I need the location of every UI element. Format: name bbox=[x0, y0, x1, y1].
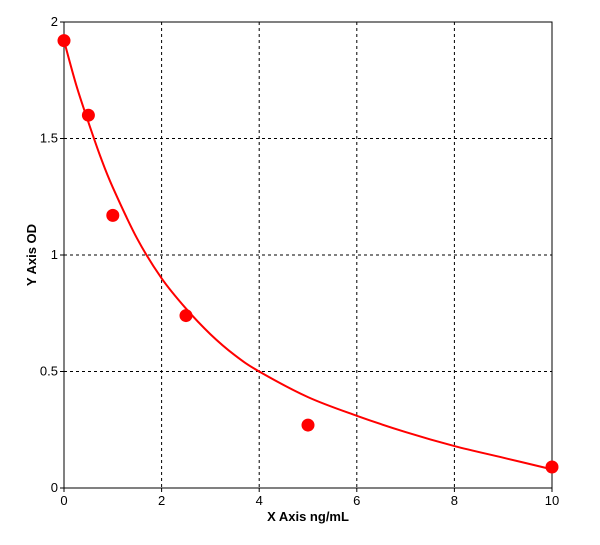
fit-curve bbox=[63, 40, 553, 471]
data-point bbox=[106, 208, 120, 222]
x-tick-label: 0 bbox=[60, 493, 67, 508]
x-axis-ticks: 0 2 4 6 8 10 bbox=[60, 488, 559, 508]
y-tick-label: 2 bbox=[51, 14, 58, 29]
data-point bbox=[57, 34, 71, 48]
y-axis-ticks: 0 0.5 1 1.5 2 bbox=[40, 14, 64, 495]
data-points bbox=[57, 34, 559, 474]
data-point bbox=[81, 108, 95, 122]
data-point bbox=[301, 418, 315, 432]
x-tick-label: 2 bbox=[158, 493, 165, 508]
y-tick-label: 0 bbox=[51, 480, 58, 495]
data-point bbox=[545, 460, 559, 474]
y-tick-label: 1 bbox=[51, 247, 58, 262]
x-tick-label: 6 bbox=[353, 493, 360, 508]
y-tick-label: 0.5 bbox=[40, 364, 58, 379]
y-axis-title: Y Axis OD bbox=[24, 224, 39, 286]
y-tick-label: 1.5 bbox=[40, 131, 58, 146]
data-point bbox=[179, 309, 193, 323]
x-tick-label: 8 bbox=[451, 493, 458, 508]
x-tick-label: 10 bbox=[545, 493, 559, 508]
x-tick-label: 4 bbox=[256, 493, 263, 508]
x-axis-title: X Axis ng/mL bbox=[267, 509, 349, 524]
